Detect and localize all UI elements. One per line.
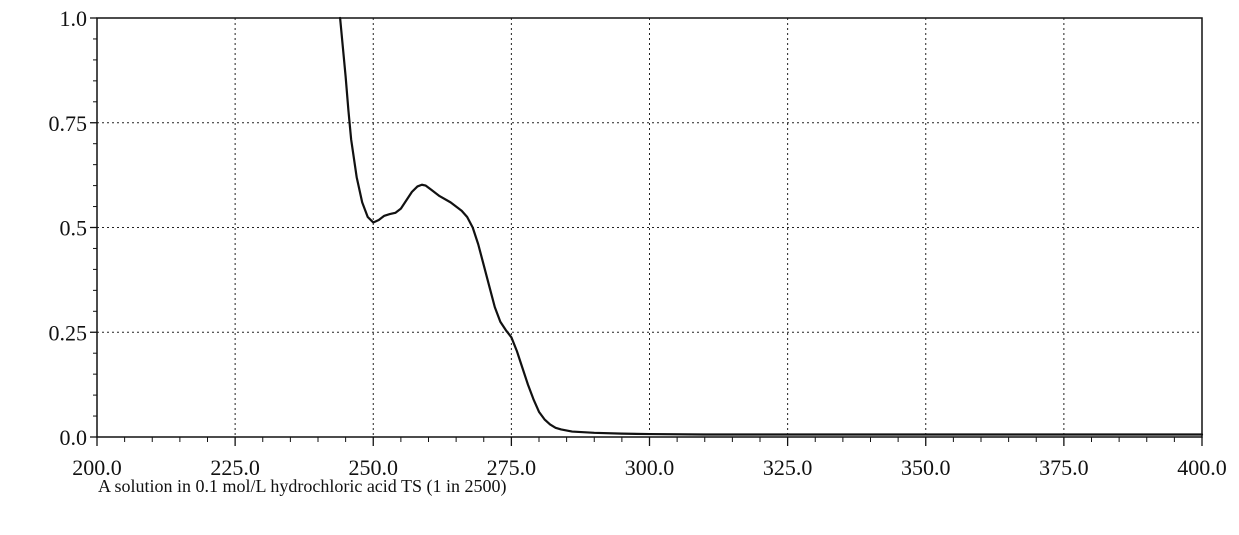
- x-tick-label: 325.0: [763, 455, 813, 480]
- minor-ticks: [90, 17, 1203, 446]
- x-tick-label: 375.0: [1039, 455, 1089, 480]
- plot-frame: [96, 17, 1203, 438]
- y-axis-tick-labels: 0.0 0.25 0.5 0.75 1.0: [49, 6, 88, 450]
- y-tick-label: 0.25: [49, 320, 88, 345]
- y-tick-label: 0.5: [60, 216, 88, 241]
- x-tick-label: 350.0: [901, 455, 951, 480]
- series-line-absorbance: [339, 16, 1204, 436]
- x-tick-label: 300.0: [625, 455, 675, 480]
- x-axis-tick-labels: 200.0 225.0 250.0 275.0 300.0 325.0 350.0 375.0…: [72, 455, 1227, 480]
- x-tick-label: 200.0: [72, 455, 122, 480]
- x-tick-label: 275.0: [487, 455, 537, 480]
- grid: [97, 18, 1202, 437]
- chart-caption: A solution in 0.1 mol/L hydrochloric aci…: [98, 476, 507, 496]
- x-tick-label: 250.0: [349, 455, 399, 480]
- x-tick-label: 400.0: [1177, 455, 1227, 480]
- x-tick-label: 225.0: [210, 455, 260, 480]
- y-tick-label: 0.75: [49, 111, 88, 136]
- y-tick-label: 1.0: [60, 6, 88, 31]
- y-tick-label: 0.0: [60, 425, 88, 450]
